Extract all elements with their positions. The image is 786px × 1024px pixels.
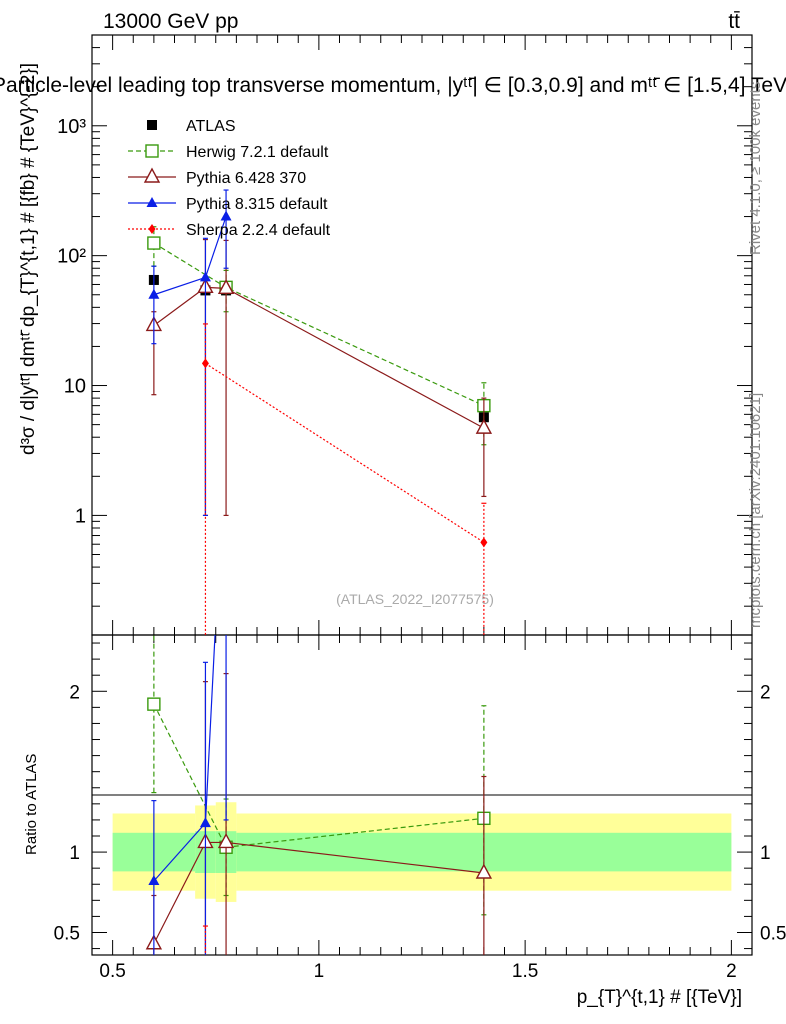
rivet-version-label: Rivet 4.1.0, ≥ 100k events: [747, 82, 764, 255]
sherpa-marker: [480, 990, 487, 1000]
ratio-tick-label-right: 1: [760, 843, 771, 864]
legend-label-atlas: ATLAS: [186, 118, 236, 135]
mcplots-label: mcplots.cern.ch [arXiv:2401.10621]: [747, 393, 764, 628]
sherpa-line: [205, 362, 485, 543]
legend-label-pythia8: Pythia 8.315 default: [186, 196, 328, 213]
pythia6-marker: [475, 418, 493, 434]
pythia6-line: [153, 286, 485, 429]
sherpa-marker: [148, 224, 156, 234]
sherpa-marker: [480, 537, 488, 548]
ratio-tick-label-right: 0.5: [760, 923, 786, 944]
sherpa-ratio-line: [205, 969, 483, 995]
pythia6-ratio-line: [153, 841, 484, 945]
y-tick-label: 10: [64, 376, 86, 398]
pythia8-marker: [148, 288, 160, 299]
axis-tick-labels: 0.5 1 1.5 2 1 10 10² 10³ 0.5 0.5 1 1 2 2: [54, 116, 786, 982]
y-tick-label: 10²: [57, 246, 86, 268]
x-tick-label: 2: [726, 961, 737, 982]
sherpa-marker: [202, 964, 209, 974]
main-y-axis-label: d³σ / d|yᵗᵗ̄| dmᵗᵗ̄ dp_{T}^{t,1} # [{fb}…: [18, 63, 39, 455]
herwig-marker: [145, 144, 159, 158]
energy-label: 13000 GeV pp: [103, 10, 238, 33]
pythia6-marker: [143, 167, 161, 183]
pythia8-marker: [199, 817, 211, 828]
pythia6-marker: [475, 863, 493, 879]
pythia8-marker: [220, 210, 232, 221]
legend-label-sherpa: Sherpa 2.2.4 default: [186, 222, 331, 239]
x-tick-label: 1: [314, 961, 325, 982]
axis-ticks: [91, 34, 753, 955]
ratio-series-layer: [145, 635, 493, 1000]
analysis-watermark: (ATLAS_2022_I2077575): [336, 591, 494, 607]
herwig-marker: [147, 236, 161, 250]
legend: ATLAS Herwig 7.2.1 default Pythia 6.428 37…: [128, 118, 331, 239]
main-series-layer: [145, 189, 493, 635]
sherpa-marker: [201, 358, 209, 369]
y-tick-label: 1: [75, 505, 86, 527]
pythia6-marker: [217, 278, 235, 295]
process-label: tt̄: [728, 10, 740, 33]
herwig-marker: [147, 697, 161, 711]
ratio-tick-label-right: 2: [760, 682, 771, 703]
x-tick-label: 0.5: [99, 961, 125, 982]
x-axis-label: p_{T}^{t,1} # [{TeV}]: [577, 987, 742, 1008]
pythia8-marker: [148, 875, 160, 886]
legend-label-pythia6: Pythia 6.428 370: [186, 170, 306, 187]
y-tick-label: 10³: [57, 116, 86, 138]
pythia6-marker: [217, 832, 235, 849]
x-tick-label: 1.5: [512, 961, 538, 982]
atlas-marker: [147, 120, 157, 130]
ratio-tick-label-left: 2: [69, 682, 80, 703]
pythia8-marker: [146, 197, 158, 207]
ratio-y-axis-label: Ratio to ATLAS: [23, 754, 40, 855]
plot-title: Particle-level leading top transverse mo…: [0, 74, 786, 97]
ratio-tick-label-left: 1: [69, 843, 80, 864]
pythia8-marker: [199, 271, 211, 282]
legend-label-herwig: Herwig 7.2.1 default: [186, 144, 329, 161]
ratio-tick-label-left: 0.5: [54, 923, 80, 944]
